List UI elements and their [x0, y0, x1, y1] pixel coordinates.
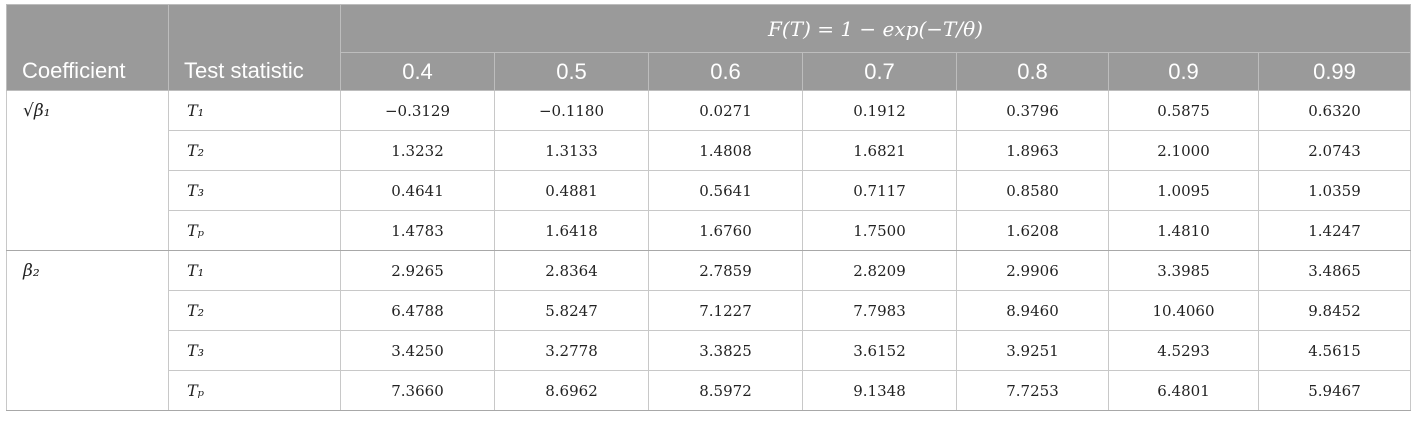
value-cell: 0.5875 [1108, 90, 1259, 131]
value-cell: 1.0095 [1108, 170, 1259, 211]
value-cell: 8.5972 [648, 370, 803, 411]
value-cell: 2.1000 [1108, 130, 1259, 171]
test-statistic-cell: T₂ [168, 290, 341, 331]
value-cell: 10.4060 [1108, 290, 1259, 331]
table-row: β₂ T₁ 2.9265 2.8364 2.7859 2.8209 2.9906 3.3985… [6, 250, 1411, 411]
value-cell: 7.7253 [956, 370, 1109, 411]
results-table: Coefficient Test statistic F(T) = 1 − ex… [6, 4, 1411, 411]
column-header: 0.9 [1108, 52, 1259, 91]
value-cell: 0.6320 [1258, 90, 1411, 131]
value-cell: 1.3133 [494, 130, 649, 171]
value-cell: 2.9906 [956, 250, 1109, 291]
value-cell: 3.6152 [802, 330, 957, 371]
test-statistic-cell: T₂ [168, 130, 341, 171]
value-cell: 3.2778 [494, 330, 649, 371]
value-cell: 2.0743 [1258, 130, 1411, 171]
table-row: T₃ 0.4641 0.4881 0.5641 0.7117 0.8580 1.0095 1.… [7, 170, 1411, 211]
coefficient-cell: √β₁ [6, 90, 169, 251]
test-statistic-header: Test statistic [168, 4, 341, 91]
value-cell: 5.8247 [494, 290, 649, 331]
value-cell: 1.7500 [802, 210, 957, 251]
table-row: √β₁ T₁ −0.3129 −0.1180 0.0271 0.1912 0.3796 0.5… [6, 90, 1411, 251]
value-cell: 3.4250 [340, 330, 495, 371]
value-cell: 2.8364 [494, 250, 649, 291]
table-row: T₃ 3.4250 3.2778 3.3825 3.6152 3.9251 4.5293 4.… [7, 330, 1411, 371]
test-statistic-cell: T₃ [168, 330, 341, 371]
value-cell: 0.5641 [648, 170, 803, 211]
column-header: 0.6 [648, 52, 803, 91]
value-cell: 2.8209 [802, 250, 957, 291]
test-statistic-cell: Tₚ [168, 370, 341, 411]
value-cell: 2.9265 [340, 250, 495, 291]
value-cell: 8.9460 [956, 290, 1109, 331]
coefficient-header: Coefficient [6, 4, 169, 91]
column-header: 0.99 [1258, 52, 1411, 91]
value-cell: 0.0271 [648, 90, 803, 131]
value-cell: 1.4783 [340, 210, 495, 251]
value-cell: 6.4801 [1108, 370, 1259, 411]
value-cell: −0.3129 [340, 90, 495, 131]
table-row: T₂ 1.3232 1.3133 1.4808 1.6821 1.8963 2.1000 2.… [7, 130, 1411, 171]
test-statistic-cell: T₃ [168, 170, 341, 211]
value-cell: −0.1180 [494, 90, 649, 131]
value-cell: 3.4865 [1258, 250, 1411, 291]
table-row: Tₚ 7.3660 8.6962 8.5972 9.1348 7.7253 6.4801 5.… [7, 370, 1411, 411]
value-cell: 0.4881 [494, 170, 649, 211]
column-header: 0.4 [340, 52, 495, 91]
table-row: Tₚ 1.4783 1.6418 1.6760 1.7500 1.6208 1.4810 1.… [7, 210, 1411, 251]
value-cell: 1.6821 [802, 130, 957, 171]
value-cell: 4.5293 [1108, 330, 1259, 371]
value-cell: 0.4641 [340, 170, 495, 211]
value-cell: 2.7859 [648, 250, 803, 291]
value-cell: 0.1912 [802, 90, 957, 131]
value-cell: 1.6760 [648, 210, 803, 251]
value-cell: 1.6418 [494, 210, 649, 251]
value-cell: 3.9251 [956, 330, 1109, 371]
column-header: 0.8 [956, 52, 1109, 91]
value-cell: 8.6962 [494, 370, 649, 411]
test-statistic-cell: T₁ [168, 90, 341, 131]
value-cell: 6.4788 [340, 290, 495, 331]
table-row: T₂ 6.4788 5.8247 7.1227 7.7983 8.9460 10.4060 9… [7, 290, 1411, 331]
value-cell: 0.3796 [956, 90, 1109, 131]
value-cell: 7.1227 [648, 290, 803, 331]
value-cell: 1.3232 [340, 130, 495, 171]
value-cell: 1.4810 [1108, 210, 1259, 251]
value-cell: 5.9467 [1258, 370, 1411, 411]
table-body: √β₁ T₁ −0.3129 −0.1180 0.0271 0.1912 0.3796 0.5… [6, 90, 1411, 411]
column-header: 0.5 [494, 52, 649, 91]
value-cell: 1.4247 [1258, 210, 1411, 251]
column-header: 0.7 [802, 52, 957, 91]
value-cell: 0.8580 [956, 170, 1109, 211]
value-cell: 0.7117 [802, 170, 957, 211]
value-cell: 3.3825 [648, 330, 803, 371]
value-cell: 7.3660 [340, 370, 495, 411]
value-cell: 1.4808 [648, 130, 803, 171]
value-cell: 7.7983 [802, 290, 957, 331]
value-cell: 1.8963 [956, 130, 1109, 171]
value-cell: 9.1348 [802, 370, 957, 411]
value-cell: 9.8452 [1258, 290, 1411, 331]
value-cell: 1.0359 [1258, 170, 1411, 211]
formula-header: F(T) = 1 − exp(−T/θ) [340, 4, 1411, 53]
coefficient-cell: β₂ [6, 250, 169, 411]
test-statistic-cell: T₁ [168, 250, 341, 291]
value-cell: 1.6208 [956, 210, 1109, 251]
value-cell: 3.3985 [1108, 250, 1259, 291]
test-statistic-cell: Tₚ [168, 210, 341, 251]
table-header: Coefficient Test statistic F(T) = 1 − ex… [6, 4, 1411, 91]
value-cell: 4.5615 [1258, 330, 1411, 371]
